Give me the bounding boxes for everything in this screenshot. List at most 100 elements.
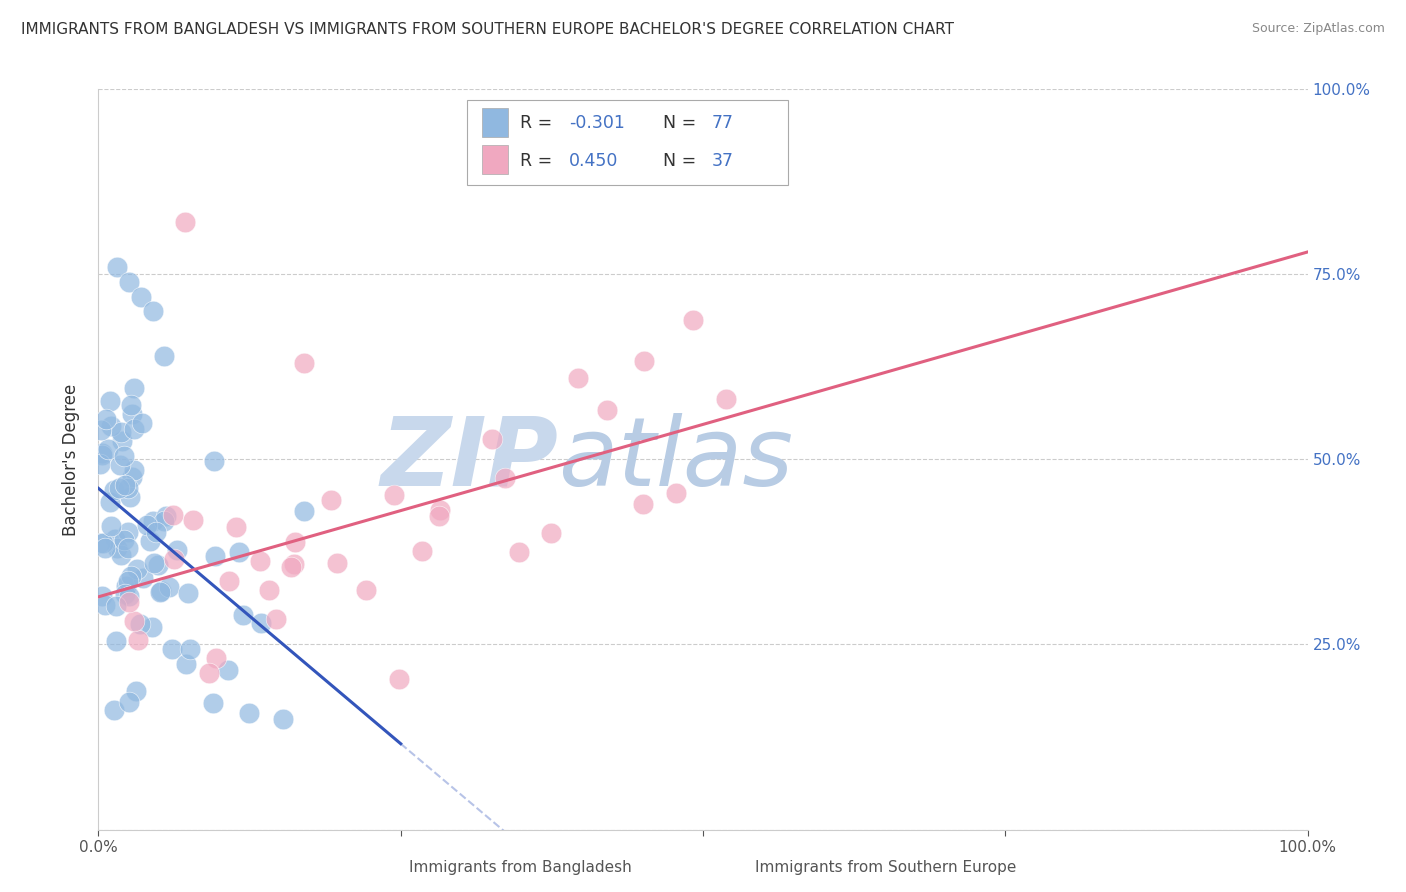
Point — [94, 599, 117, 613]
Point — [218, 574, 240, 588]
Point — [665, 485, 688, 500]
Point — [153, 349, 176, 363]
Point — [110, 434, 132, 448]
Point — [271, 712, 294, 726]
Point — [631, 497, 654, 511]
Point — [225, 520, 247, 534]
Point — [89, 536, 111, 550]
Point — [122, 422, 145, 436]
Point — [94, 412, 117, 426]
Point — [292, 504, 315, 518]
Point — [141, 620, 163, 634]
Point — [117, 541, 139, 555]
Point — [264, 612, 287, 626]
Text: Immigrants from Bangladesh: Immigrants from Bangladesh — [409, 860, 631, 874]
Point — [110, 425, 132, 439]
Point — [205, 651, 228, 665]
Point — [633, 354, 655, 368]
Point — [176, 657, 198, 672]
Point — [388, 672, 411, 686]
Point — [114, 477, 136, 491]
Point — [204, 454, 226, 468]
Point — [117, 481, 139, 495]
Point — [90, 423, 112, 437]
Point — [257, 582, 280, 597]
Text: 0.450: 0.450 — [569, 152, 619, 170]
Point — [567, 371, 589, 385]
Point — [179, 642, 201, 657]
Point — [118, 695, 141, 709]
Point — [181, 513, 204, 527]
Point — [108, 481, 131, 495]
Point — [283, 557, 305, 571]
Point — [118, 490, 141, 504]
Point — [149, 585, 172, 599]
Point — [127, 632, 149, 647]
Point — [540, 526, 562, 541]
Point — [118, 589, 141, 603]
Point — [105, 260, 128, 274]
Point — [139, 534, 162, 549]
Point — [114, 587, 136, 601]
Point — [104, 533, 127, 547]
Bar — [467, 100, 787, 186]
Point — [103, 703, 125, 717]
Point — [89, 457, 111, 471]
Point — [682, 313, 704, 327]
Text: Source: ZipAtlas.com: Source: ZipAtlas.com — [1251, 22, 1385, 36]
Point — [105, 633, 128, 648]
Point — [284, 535, 307, 549]
Point — [494, 470, 516, 484]
Point — [105, 599, 128, 613]
Point — [100, 518, 122, 533]
Point — [232, 607, 254, 622]
Point — [162, 508, 184, 522]
Text: N =: N = — [664, 113, 702, 131]
Text: atlas: atlas — [558, 413, 793, 506]
Point — [91, 589, 114, 603]
Bar — [482, 108, 509, 137]
Point — [411, 544, 433, 558]
Point — [481, 432, 503, 446]
Point — [354, 582, 377, 597]
Point — [121, 407, 143, 421]
Point — [204, 549, 226, 564]
Point — [112, 449, 135, 463]
Point — [163, 552, 186, 566]
Point — [122, 614, 145, 628]
Point — [91, 446, 114, 460]
Point — [157, 580, 180, 594]
Point — [155, 509, 177, 524]
Point — [136, 517, 159, 532]
Point — [124, 381, 146, 395]
Point — [249, 616, 271, 631]
Point — [149, 584, 172, 599]
Point — [321, 493, 343, 508]
Point — [120, 398, 142, 412]
Text: ZIP: ZIP — [380, 413, 558, 506]
Point — [280, 559, 302, 574]
Point — [115, 578, 138, 592]
Point — [100, 418, 122, 433]
Point — [131, 416, 153, 430]
Point — [249, 554, 271, 568]
Point — [217, 663, 239, 677]
Point — [118, 595, 141, 609]
Text: IMMIGRANTS FROM BANGLADESH VS IMMIGRANTS FROM SOUTHERN EUROPE BACHELOR'S DEGREE : IMMIGRANTS FROM BANGLADESH VS IMMIGRANTS… — [21, 22, 955, 37]
Point — [97, 442, 120, 457]
Point — [110, 548, 132, 562]
Point — [128, 617, 150, 632]
Point — [105, 541, 128, 555]
Point — [132, 571, 155, 585]
Point — [197, 665, 219, 680]
Point — [166, 543, 188, 558]
Point — [125, 684, 148, 698]
Text: -0.301: -0.301 — [569, 113, 624, 131]
Point — [121, 470, 143, 484]
Text: R =: R = — [520, 113, 558, 131]
Point — [228, 545, 250, 559]
Text: R =: R = — [520, 152, 558, 170]
Point — [142, 514, 165, 528]
Point — [90, 448, 112, 462]
Point — [292, 356, 315, 370]
